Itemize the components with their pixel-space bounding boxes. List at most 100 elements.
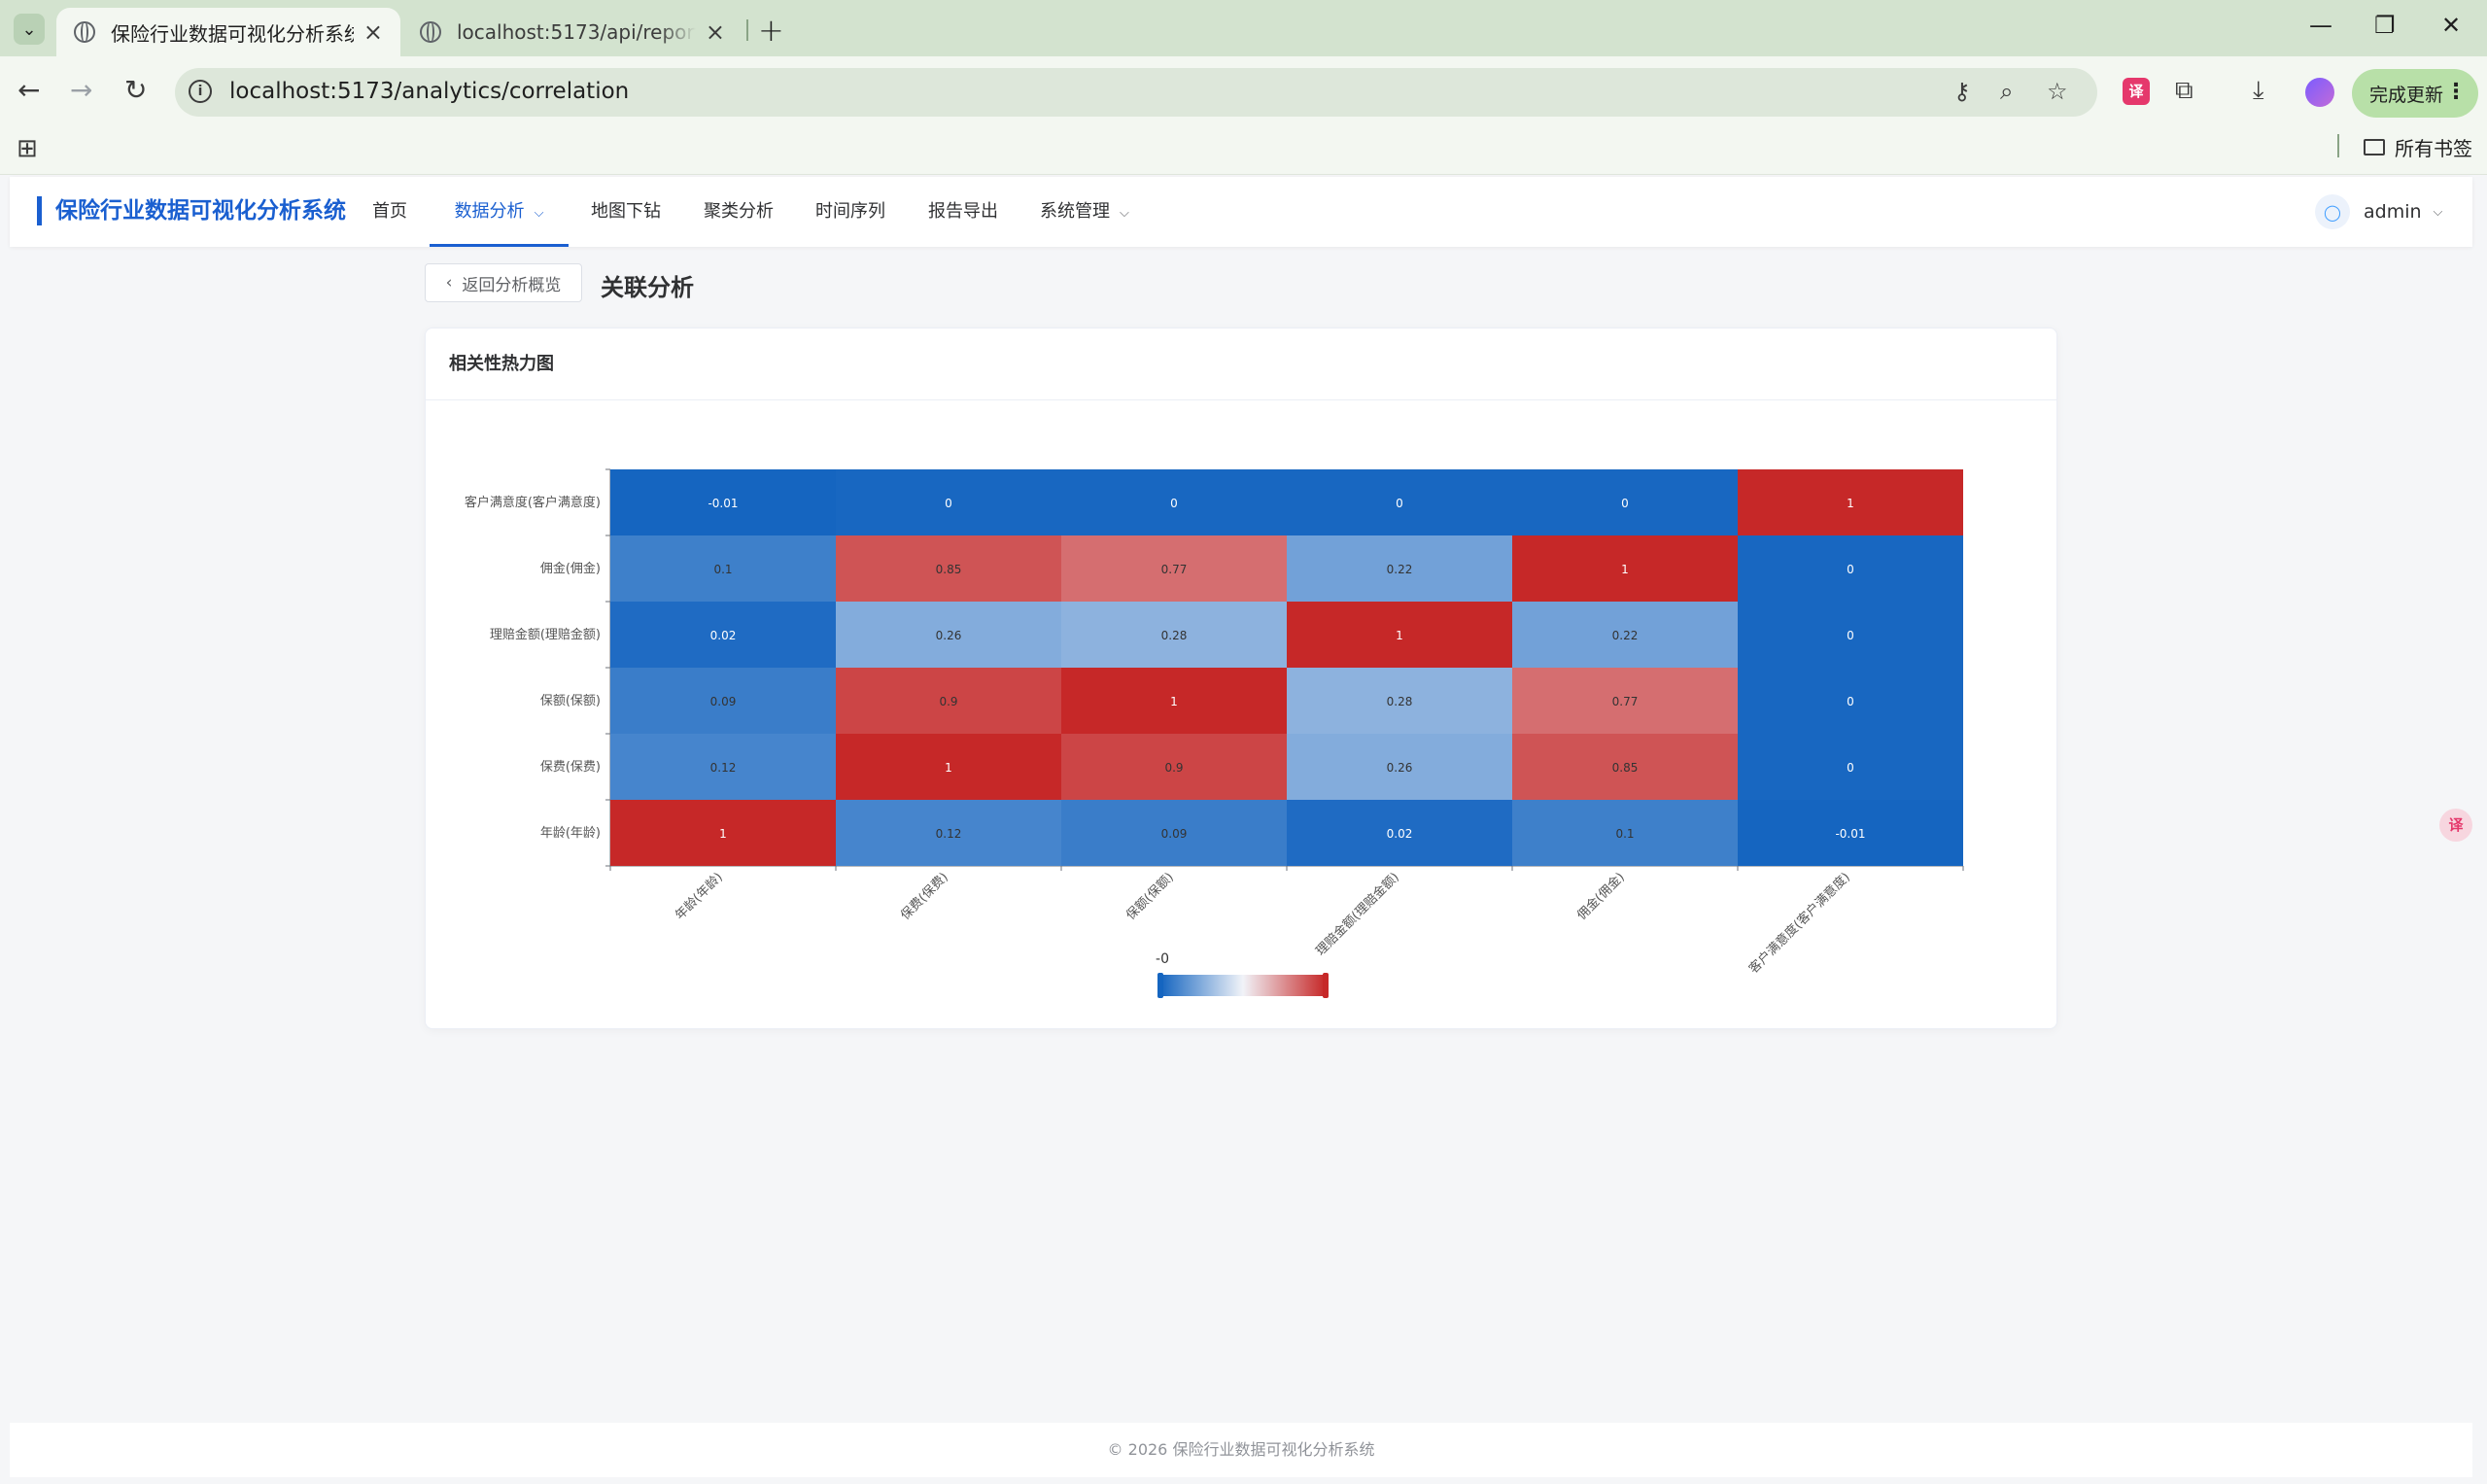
heatmap-cell (1512, 668, 1738, 734)
heatmap-cell (836, 668, 1061, 734)
password-key-icon[interactable]: ⚷ (1953, 78, 1971, 105)
y-tick-label: 佣金(佣金) (540, 561, 601, 576)
heatmap-cell (610, 602, 836, 668)
cell-value-label: 1 (1847, 497, 1854, 510)
bookmark-folder-label: 所有书签 (2395, 137, 2472, 160)
heatmap-cell (610, 535, 836, 602)
heatmap-cell (1738, 469, 1963, 535)
user-avatar-icon: ◯ (2315, 194, 2350, 229)
y-tick-label: 保费(保费) (540, 760, 601, 775)
bookmarks-separator (2337, 134, 2339, 157)
cell-value-label: 0.09 (710, 695, 737, 708)
brand-title[interactable]: 保险行业数据可视化分析系统 (37, 196, 346, 225)
menu-label: 数据分析 (454, 201, 525, 222)
all-bookmarks-folder[interactable]: 所有书签 (2364, 133, 2472, 161)
tab-title: localhost:5173/api/reports/d (457, 20, 696, 44)
chevron-down-icon: ⌵ (534, 206, 544, 221)
cell-value-label: 0.77 (1612, 695, 1639, 708)
menu-item-data-analysis[interactable]: 数据分析 ⌵ (430, 177, 569, 247)
address-url[interactable]: localhost:5173/analytics/correlation (229, 79, 630, 104)
cell-value-label: -0.01 (1835, 827, 1865, 841)
y-tick-label: 客户满意度(客户满意度) (465, 495, 601, 510)
menu-label: 时间序列 (815, 201, 885, 222)
menu-item-system-admin[interactable]: 系统管理 ⌵ (1040, 177, 1129, 247)
visual-map-bar (1160, 975, 1326, 996)
heatmap-cell (1512, 734, 1738, 800)
cell-value-label: 0 (1170, 497, 1178, 510)
heatmap-cell (1512, 469, 1738, 535)
browser-tab-reports[interactable]: localhost:5173/api/reports/d × (402, 8, 743, 56)
browser-tab-strip: ⌄ 保险行业数据可视化分析系统 × localhost:5173/api/rep… (0, 0, 2487, 56)
heatmap-cell (1512, 800, 1738, 866)
heatmap-cell (1738, 668, 1963, 734)
menu-label: 聚类分析 (704, 201, 774, 222)
site-info-icon[interactable]: i (189, 80, 212, 103)
forward-arrow-icon[interactable]: → (70, 74, 93, 106)
page-title: 关联分析 (601, 274, 694, 301)
tab-close-icon[interactable]: × (705, 18, 725, 46)
heatmap-cell (1512, 602, 1738, 668)
address-bar[interactable]: i localhost:5173/analytics/correlation ⚷… (175, 68, 2097, 117)
browser-tab-active[interactable]: 保险行业数据可视化分析系统 × (56, 8, 400, 56)
menu-item-report-export[interactable]: 报告导出 (928, 177, 998, 247)
x-tick-label: 年龄(年龄) (673, 870, 726, 923)
back-arrow-icon[interactable]: ← (17, 74, 41, 106)
tab-search-icon[interactable]: ⌄ (14, 14, 45, 45)
reload-icon[interactable]: ↻ (124, 74, 148, 106)
profile-avatar[interactable] (2305, 78, 2334, 107)
heatmap-cell (1061, 734, 1287, 800)
menu-item-time-series[interactable]: 时间序列 (815, 177, 885, 247)
apps-grid-icon[interactable]: ⊞ (17, 134, 38, 163)
user-menu[interactable]: ◯ admin ⌵ (2315, 194, 2442, 229)
x-tick-label: 客户满意度(客户满意度) (1745, 870, 1852, 977)
heatmap-cell (836, 800, 1061, 866)
download-icon[interactable]: ⤓ (2253, 76, 2264, 105)
heatmap-cell (1738, 800, 1963, 866)
bookmark-star-icon[interactable]: ☆ (2047, 78, 2068, 105)
floating-translate-icon[interactable]: 译 (2439, 809, 2472, 842)
heatmap-cell (610, 469, 836, 535)
cell-value-label: 0.12 (710, 761, 737, 775)
cell-value-label: 0.02 (1387, 827, 1413, 841)
chevron-down-icon: ⌵ (1120, 206, 1129, 221)
new-tab-icon[interactable]: + (758, 12, 784, 49)
heatmap-cell (1287, 469, 1512, 535)
translate-extension-icon[interactable]: 译 (2123, 78, 2150, 105)
heatmap-cell (1287, 668, 1512, 734)
extensions-puzzle-icon[interactable]: ⧉ (2175, 76, 2193, 105)
minimize-icon[interactable]: — (2309, 12, 2332, 39)
update-button[interactable]: 完成更新 ⋮ (2352, 69, 2478, 118)
tab-close-icon[interactable]: × (363, 18, 383, 46)
restore-icon[interactable]: ❐ (2374, 12, 2396, 39)
tab-separator (746, 19, 748, 41)
x-tick-label: 保费(保费) (898, 870, 951, 923)
menu-item-clustering[interactable]: 聚类分析 (704, 177, 774, 247)
heatmap-cell (836, 469, 1061, 535)
cell-value-label: 0 (1621, 497, 1629, 510)
cell-value-label: 1 (1170, 695, 1178, 708)
tab-title: 保险行业数据可视化分析系统 (111, 21, 354, 46)
menu-item-home[interactable]: 首页 (372, 177, 407, 247)
heatmap-cell (1738, 602, 1963, 668)
y-tick-label: 保额(保额) (540, 694, 601, 708)
cell-value-label: 0 (945, 497, 952, 510)
heatmap-cell (1287, 734, 1512, 800)
visual-map-handle-high (1323, 973, 1329, 998)
cell-value-label: 0.28 (1161, 629, 1188, 642)
folder-icon (2364, 139, 2385, 155)
cell-value-label: 0.22 (1612, 629, 1639, 642)
heatmap-cell (1287, 800, 1512, 866)
cell-value-label: 0.09 (1161, 827, 1188, 841)
x-tick-label: 佣金(佣金) (1574, 870, 1628, 923)
menu-item-map-drill[interactable]: 地图下钻 (591, 177, 661, 247)
cell-value-label: 1 (719, 827, 727, 841)
heatmap-card: 相关性热力图 1 0.12 0.09 0.02 0.1 -0.01 0.12 1 0.9 0.26… (425, 328, 2057, 1029)
visual-map-handle-low (1157, 973, 1163, 998)
zoom-icon[interactable]: ⌕ (2000, 78, 2014, 105)
back-to-overview-button[interactable]: ‹ 返回分析概览 (425, 263, 582, 302)
footer: © 2026 保险行业数据可视化分析系统 (10, 1423, 2472, 1477)
x-tick-label: 保额(保额) (1123, 870, 1177, 923)
x-tick-label: 理赔金额(理赔金额) (1313, 870, 1402, 959)
window-close-icon[interactable]: ✕ (2441, 12, 2462, 39)
cell-value-label: 0 (1396, 497, 1403, 510)
